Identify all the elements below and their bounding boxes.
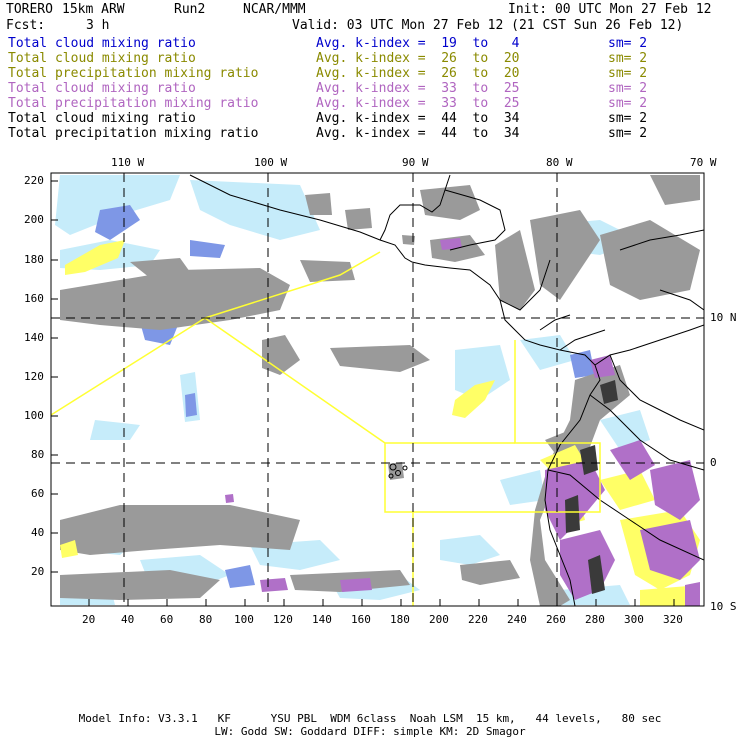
init-time: Init: 00 UTC Mon 27 Feb 12 [508, 2, 712, 17]
legend-smoothing: sm= 2 [608, 66, 648, 81]
top-lon-label: 110 W [111, 156, 145, 169]
y-tick-label: 100 [24, 409, 44, 422]
x-tick-label: 280 [585, 613, 605, 626]
x-tick-label: 120 [273, 613, 293, 626]
legend-range: Avg. k-index = 44 to 34 [316, 126, 520, 141]
x-tick-label: 220 [468, 613, 488, 626]
x-tick-label: 80 [199, 613, 213, 626]
legend-range: Avg. k-index = 33 to 25 [316, 96, 520, 111]
domain-boundaries [51, 251, 601, 606]
legend-smoothing: sm= 2 [608, 36, 648, 51]
physics-info-line: LW: Godd SW: Goddard DIFF: simple KM: 2D… [214, 725, 526, 738]
x-tick-label: 40 [121, 613, 135, 626]
legend-range: Avg. k-index = 26 to 20 [316, 66, 520, 81]
galapagos-islands [388, 463, 408, 479]
forecast-label: Fcst: [6, 18, 46, 33]
top-lon-label: 90 W [402, 156, 429, 169]
run-label: Run2 [174, 2, 206, 17]
y-tick-label: 40 [31, 526, 45, 539]
x-tick-label: 300 [624, 613, 644, 626]
x-tick-label: 320 [663, 613, 683, 626]
x-tick-label: 260 [546, 613, 566, 626]
right-lat-label: 10 S [710, 600, 737, 613]
blue-cloud-areas [95, 205, 595, 588]
y-tick-label: 160 [24, 292, 44, 305]
x-tick-label: 20 [82, 613, 96, 626]
graticule [51, 173, 704, 606]
top-lon-label: 100 W [254, 156, 288, 169]
model-resolution: 15km ARW [62, 2, 125, 17]
y-tick-label: 140 [24, 331, 44, 344]
top-lon-label: 70 W [690, 156, 717, 169]
x-tick-label: 60 [160, 613, 174, 626]
legend-field-name: Total precipitation mixing ratio [8, 66, 259, 81]
legend-smoothing: sm= 2 [608, 81, 648, 96]
legend-range: Avg. k-index = 33 to 25 [316, 81, 520, 96]
top-lon-label: 80 W [546, 156, 573, 169]
valid-time: Valid: 03 UTC Mon 27 Feb 12 (21 CST Sun … [292, 18, 684, 33]
model-name: TORERO [6, 2, 53, 17]
map-frame [50, 172, 705, 607]
right-lat-label: 10 N [710, 311, 737, 324]
legend-smoothing: sm= 2 [608, 51, 648, 66]
y-tick-label: 220 [24, 174, 44, 187]
coastlines [189, 174, 704, 606]
legend-smoothing: sm= 2 [608, 126, 648, 141]
legend-range: Avg. k-index = 19 to 4 [316, 36, 520, 51]
legend-field-name: Total cloud mixing ratio [8, 81, 196, 96]
x-tick-label: 100 [234, 613, 254, 626]
grey-cloud-areas [60, 175, 700, 606]
y-tick-label: 180 [24, 253, 44, 266]
forecast-value: 3 h [86, 18, 110, 33]
y-tick-label: 60 [31, 487, 45, 500]
legend-smoothing: sm= 2 [608, 111, 648, 126]
y-tick-label: 200 [24, 213, 44, 226]
purple-cloud-areas [225, 238, 700, 606]
axis-ticks [51, 180, 675, 606]
x-tick-label: 180 [390, 613, 410, 626]
x-tick-label: 160 [351, 613, 371, 626]
legend-range: Avg. k-index = 44 to 34 [316, 111, 520, 126]
x-tick-label: 240 [507, 613, 527, 626]
legend-field-name: Total cloud mixing ratio [8, 51, 196, 66]
legend-range: Avg. k-index = 26 to 20 [316, 51, 520, 66]
y-tick-label: 80 [31, 448, 45, 461]
x-tick-label: 140 [312, 613, 332, 626]
legend-field-name: Total precipitation mixing ratio [8, 126, 259, 141]
legend-field-name: Total precipitation mixing ratio [8, 96, 259, 111]
legend-field-name: Total cloud mixing ratio [8, 36, 196, 51]
model-info-line: Model Info: V3.3.1 KF YSU PBL WDM 6class… [78, 712, 662, 725]
legend-field-name: Total cloud mixing ratio [8, 111, 196, 126]
legend-smoothing: sm= 2 [608, 96, 648, 111]
dark-cloud-cores [565, 380, 618, 594]
y-tick-label: 20 [31, 565, 45, 578]
x-tick-label: 200 [429, 613, 449, 626]
y-tick-label: 120 [24, 370, 44, 383]
right-lat-label: 0 [710, 456, 717, 469]
organization: NCAR/MMM [243, 2, 306, 17]
cloud-field-layer [55, 175, 700, 606]
